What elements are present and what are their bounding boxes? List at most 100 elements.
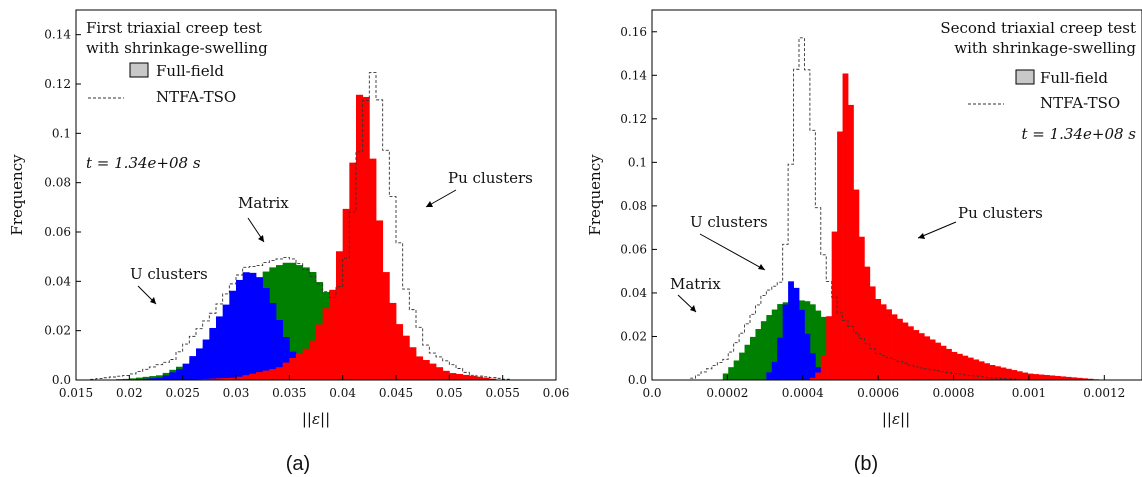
bar-pu-clusters [891, 314, 898, 380]
bar-pu-clusters [853, 189, 860, 380]
plot-frame-a [75, 9, 557, 381]
bars-b [722, 73, 1099, 381]
bar-pu-clusters [1033, 374, 1039, 380]
bar-matrix [815, 310, 822, 380]
bar-pu-clusters [907, 326, 914, 380]
bars-a [116, 94, 497, 381]
bar-pu-clusters [329, 289, 337, 380]
x-tick-label: 0.0002 [706, 386, 748, 400]
bar-pu-clusters [242, 375, 250, 380]
y-tick-label: 0.14 [44, 28, 71, 42]
bar-pu-clusters [1065, 376, 1072, 380]
arrowhead-u-a [150, 297, 156, 304]
bar-matrix [156, 375, 164, 380]
bar-pu-clusters [456, 373, 464, 380]
bar-pu-clusters [1060, 376, 1067, 380]
bar-matrix [733, 360, 740, 380]
y-tick-label: 0.16 [620, 25, 647, 39]
bar-u-clusters [202, 339, 210, 380]
x-tick-label: 0.001 [1012, 386, 1046, 400]
bar-pu-clusters [875, 298, 882, 380]
x-tick-label: 0.0012 [1083, 386, 1125, 400]
title-line1-b: Second triaxial creep test [940, 19, 1136, 37]
x-tick-label: 0.06 [543, 386, 570, 400]
bar-matrix [289, 262, 297, 380]
panel-b: Frequency 0.0 0.0002 0.0004 0.0006 0.0008 0.0… [586, 9, 1142, 475]
bar-u-clusters [216, 316, 224, 380]
bar-pu-clusters [831, 231, 838, 380]
annot-pu-a: Pu clusters [448, 169, 533, 187]
plot-frame-b [651, 9, 1142, 381]
arrowhead-u-b [758, 264, 765, 270]
bar-pu-clusters [222, 378, 230, 380]
bar-pu-clusters [1076, 377, 1083, 380]
y-tick-label: 0.06 [44, 225, 71, 239]
bar-pu-clusters [336, 251, 344, 380]
y-tick-label: 0.12 [620, 112, 647, 126]
bar-pu-clusters [842, 73, 849, 380]
bar-matrix [309, 272, 317, 380]
x-tick-label: 0.035 [272, 386, 306, 400]
bar-pu-clusters [322, 308, 330, 380]
bar-pu-clusters [276, 367, 284, 380]
bar-matrix [750, 336, 756, 380]
y-ticks-a: 0.0 0.02 0.04 0.06 0.08 0.1 0.12 0.14 [44, 28, 81, 387]
x-tick-label: 0.02 [116, 386, 143, 400]
bar-pu-clusters [956, 353, 963, 380]
title-line2-b: with shrinkage-swelling [954, 39, 1136, 57]
bar-pu-clusters [1082, 378, 1088, 380]
x-tick-label: 0.0004 [782, 386, 824, 400]
x-tick-label: 0.03 [223, 386, 250, 400]
bar-u-clusters [176, 369, 184, 380]
bar-pu-clusters [236, 376, 244, 380]
xlabel-b: ||ε|| [882, 410, 910, 428]
x-tick-label: 0.015 [59, 386, 93, 400]
annot-matrix-a: Matrix [238, 194, 289, 212]
bar-pu-clusters [202, 378, 210, 380]
bar-pu-clusters [1027, 373, 1034, 380]
x-ticks-b: 0.0 0.0002 0.0004 0.0006 0.0008 0.001 0.0012 [642, 375, 1125, 400]
bar-pu-clusters [316, 324, 324, 380]
legend-ntfa-a: NTFA-TSO [156, 88, 236, 106]
y-tick-label: 0.02 [44, 324, 71, 338]
legend-fullfield-a: Full-field [156, 62, 224, 80]
bar-matrix [142, 376, 150, 380]
bar-pu-clusters [376, 220, 384, 380]
bar-matrix [755, 329, 762, 380]
x-tick-label: 0.0 [642, 386, 661, 400]
bar-u-clusters [262, 287, 270, 380]
bar-u-clusters [149, 378, 157, 380]
x-tick-label: 0.045 [379, 386, 413, 400]
bar-u-clusters [209, 327, 217, 380]
legend-fullfield-swatch-b [1015, 69, 1035, 85]
bar-matrix [136, 377, 144, 380]
y-ticks-b: 0.0 0.02 0.04 0.06 0.08 0.1 0.12 0.14 0.16 [620, 25, 657, 387]
bar-pu-clusters [462, 374, 470, 380]
bar-pu-clusters [416, 356, 424, 380]
arrow-pu-b [917, 221, 957, 239]
bar-matrix [739, 352, 745, 380]
bar-pu-clusters [880, 304, 887, 380]
bar-matrix [809, 304, 816, 380]
bar-pu-clusters [262, 370, 270, 380]
annot-matrix-b: Matrix [670, 275, 721, 293]
bar-pu-clusters [918, 333, 925, 380]
bar-pu-clusters [349, 162, 357, 381]
x-tick-label: 0.055 [485, 386, 519, 400]
bar-matrix [820, 316, 827, 380]
bar-matrix [122, 378, 130, 380]
bar-pu-clusters [1022, 372, 1029, 380]
bar-pu-clusters [209, 378, 217, 380]
bar-pu-clusters [1087, 378, 1094, 380]
bar-matrix [296, 265, 304, 380]
arrow-u-b [699, 233, 766, 271]
bar-u-clusters [169, 372, 177, 380]
y-tick-label: 0.08 [44, 176, 71, 190]
bar-u-clusters [766, 372, 773, 380]
y-tick-label: 0.12 [44, 77, 71, 91]
bar-u-clusters [782, 304, 789, 380]
bar-u-clusters [771, 361, 778, 380]
annot-u-b: U clusters [690, 213, 768, 231]
bar-pu-clusters [946, 348, 952, 380]
